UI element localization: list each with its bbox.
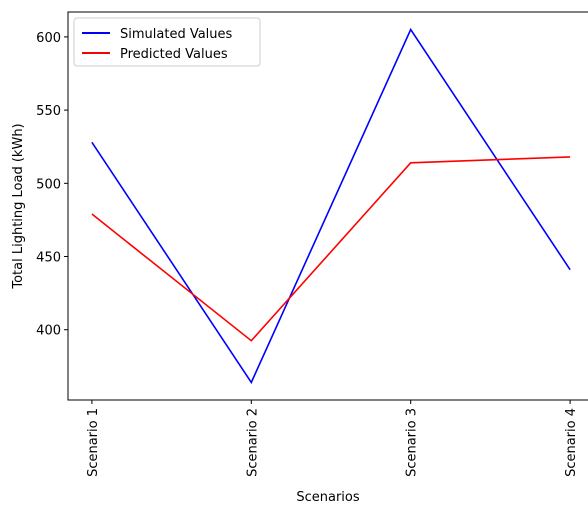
- y-tick-label: 500: [36, 177, 61, 192]
- y-tick-label: 550: [36, 104, 61, 119]
- y-tick-label: 450: [36, 251, 61, 266]
- x-axis-label: Scenarios: [296, 490, 360, 505]
- x-tick-label: Scenario 4: [564, 408, 579, 477]
- y-axis-label: Total Lighting Load (kWh): [11, 123, 26, 289]
- data-line: [91, 156, 571, 342]
- legend-label: Simulated Values: [120, 27, 233, 42]
- x-tick-label: Scenario 3: [405, 408, 420, 477]
- legend-label: Predicted Values: [120, 47, 228, 62]
- x-tick-label: Scenario 1: [86, 408, 101, 477]
- data-line: [91, 27, 571, 385]
- y-tick-label: 600: [36, 31, 61, 46]
- x-tick-label: Scenario 2: [245, 408, 260, 477]
- y-tick-label: 400: [36, 324, 61, 339]
- legend-box: [73, 17, 261, 67]
- plot-frame: [67, 11, 588, 401]
